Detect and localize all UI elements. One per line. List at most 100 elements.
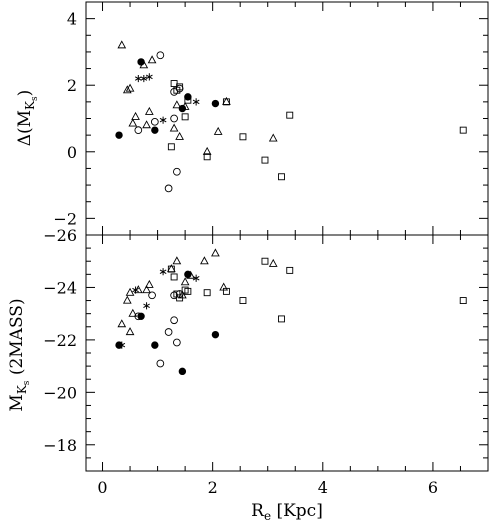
top-point-open-square (184, 96, 192, 104)
bottom-point-open-square (459, 297, 467, 305)
x-title-main: R (251, 501, 265, 521)
top-point-open-square (222, 98, 230, 106)
bottom-point-asterisk (143, 302, 150, 310)
bottom-point-filled-circle (184, 270, 192, 279)
top-y-tick-label: 2 (67, 76, 77, 95)
x-title-sub: e (264, 509, 271, 523)
top-point-open-square (167, 143, 175, 151)
bottom-panel-points (115, 248, 467, 376)
top-point-triangle (147, 55, 157, 64)
top-point-filled-circle (151, 126, 159, 134)
bottom-y-title-subsub: s (22, 380, 32, 385)
bottom-point-open-circle (173, 338, 181, 347)
bottom-point-asterisk (159, 268, 167, 276)
top-point-asterisk (145, 73, 153, 81)
bottom-point-open-square (286, 266, 294, 274)
bottom-point-open-square (222, 287, 230, 295)
bottom-y-tick-label: −18 (43, 436, 77, 455)
top-point-open-square (286, 111, 294, 119)
bottom-point-filled-circle (178, 367, 187, 376)
top-point-open-circle (164, 184, 173, 193)
bottom-point-open-square (203, 289, 211, 297)
top-point-triangle (144, 106, 154, 115)
top-point-open-square (239, 133, 247, 141)
bottom-point-open-square (176, 294, 184, 302)
bottom-point-filled-circle (211, 330, 220, 339)
top-point-asterisk (134, 74, 142, 83)
bottom-panel-ticks: −18 −20 −22 −24 −26 0 2 4 6 (43, 226, 489, 497)
top-point-triangle (125, 83, 135, 92)
bottom-point-triangle (128, 308, 138, 317)
bottom-point-triangle (125, 287, 135, 296)
bottom-point-open-circle (164, 328, 173, 336)
top-point-triangle (131, 111, 140, 120)
bottom-y-title-main: M (7, 394, 27, 411)
bottom-point-open-square (167, 265, 175, 273)
top-point-triangle (268, 133, 278, 142)
top-point-triangle (117, 40, 127, 49)
bottom-point-open-circle (134, 312, 143, 321)
top-point-triangle (142, 120, 151, 129)
bottom-point-triangle (172, 256, 182, 265)
top-point-triangle (172, 100, 182, 109)
x-title-end: [Kpc] (271, 501, 323, 521)
top-y-tick-label: 4 (67, 10, 77, 29)
top-y-title-end: ) (15, 90, 35, 97)
top-y-tick-label: 0 (67, 143, 77, 162)
bottom-point-open-square (261, 257, 269, 265)
bottom-y-tick-label: −24 (43, 278, 77, 297)
bottom-point-open-square (184, 287, 192, 295)
top-panel-points (115, 40, 467, 193)
top-point-filled-circle (115, 131, 123, 139)
top-point-asterisk (140, 74, 148, 83)
top-point-triangle (122, 85, 132, 94)
top-point-triangle (213, 126, 223, 135)
top-point-open-square (203, 153, 211, 161)
top-y-title-subsub: s (30, 96, 40, 101)
top-y-title-sub: K (23, 100, 37, 110)
bottom-point-open-square (239, 297, 247, 305)
bottom-point-triangle (122, 295, 132, 304)
top-point-open-circle (173, 167, 181, 176)
x-tick-label: 2 (208, 478, 218, 497)
top-point-triangle (169, 123, 179, 132)
bottom-y-tick-label: −26 (43, 226, 77, 245)
top-y-axis-title: Δ(MKs) (15, 90, 40, 147)
bottom-point-asterisk (132, 286, 139, 294)
top-point-open-square (459, 126, 467, 134)
top-y-tick-label: −2 (53, 209, 77, 228)
bottom-point-triangle (200, 256, 209, 265)
bottom-y-tick-label: −22 (43, 331, 77, 350)
top-panel-ticks: −2 0 2 4 (53, 1, 489, 236)
bottom-point-open-circle (156, 359, 165, 368)
bottom-point-open-square (278, 315, 285, 323)
top-point-filled-circle (211, 99, 220, 108)
x-tick-label: 4 (318, 478, 328, 497)
bottom-point-filled-circle (137, 312, 145, 320)
top-point-open-circle (170, 114, 178, 123)
bottom-point-asterisk (192, 274, 200, 282)
top-point-triangle (202, 146, 212, 155)
x-tick-label: 0 (97, 478, 107, 497)
bottom-point-open-circle (148, 291, 156, 300)
bottom-point-triangle (142, 285, 151, 294)
top-point-triangle (175, 131, 184, 140)
bottom-y-tick-label: −20 (43, 383, 77, 402)
top-y-title-main: Δ(M (15, 110, 35, 146)
top-point-filled-circle (178, 104, 187, 113)
bottom-point-open-circle (170, 316, 178, 325)
top-point-asterisk (192, 98, 200, 106)
bottom-point-triangle (180, 277, 190, 286)
bottom-y-axis-title: MKs (2MASS) (7, 298, 32, 411)
top-point-filled-circle (137, 58, 145, 66)
top-point-open-square (181, 113, 189, 121)
top-point-triangle (128, 118, 138, 127)
bottom-point-asterisk (118, 341, 126, 349)
top-point-open-square (261, 156, 269, 164)
top-point-asterisk (159, 116, 167, 124)
bottom-point-open-square (170, 273, 178, 281)
bottom-y-title-sub: K (15, 384, 29, 394)
top-point-open-circle (156, 51, 165, 60)
top-point-open-circle (134, 126, 143, 134)
